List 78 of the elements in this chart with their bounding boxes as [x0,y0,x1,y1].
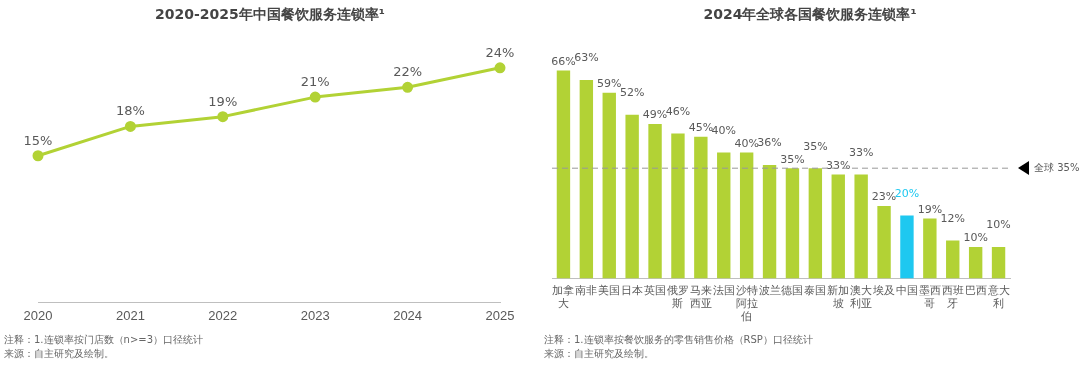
data-label: 10% [986,218,1011,232]
bar [831,174,845,279]
data-label: 19% [208,93,238,109]
x-tick-label: 法国 [712,284,735,297]
x-tick-label: 波兰 [758,284,781,297]
x-tick-label: 巴西 [964,284,987,297]
ref-line-label: 全球 35% [1034,161,1080,173]
x-tick-label: 泰国 [804,284,827,297]
bar [991,246,1006,279]
x-tick-label: 2021 [115,307,145,323]
x-tick-label: 俄罗斯 [666,284,689,310]
bar [579,80,594,279]
data-label: 49% [642,108,668,122]
bar [625,114,639,279]
data-label: 40% [711,123,736,137]
x-tick-label: 澳大利亚 [850,284,873,310]
x-tick-label: 墨西哥 [918,284,941,310]
point [124,120,136,132]
data-label: 10% [963,231,988,245]
x-tick-label: 2025 [485,307,515,323]
bar [739,152,754,279]
bar [877,205,891,279]
point [494,62,506,74]
bar [785,168,800,279]
point [402,81,414,93]
bar [808,168,823,279]
text: 注释：1.连锁率按餐饮服务的零售销售价格（RSP）口径统计 [544,334,813,345]
x-tick-label: 埃及 [872,284,896,297]
data-label: 22% [393,64,423,80]
x-tick-label: 马来西亚 [689,284,712,310]
bar [671,133,685,279]
source-note: 来源：自主研究及绘制。 [4,348,114,359]
data-label: 33% [848,145,874,159]
bar [923,218,937,279]
x-tick-label: 沙特阿拉伯 [735,284,758,323]
bar [556,70,571,279]
bar [762,165,777,279]
x-tick-label: 2022 [208,307,238,323]
data-label: 66% [551,54,576,68]
data-label: 63% [574,51,599,65]
data-label: 21% [300,73,330,89]
data-label: 33% [826,158,851,172]
x-tick-label: 西班牙 [941,284,964,310]
bar [968,246,983,279]
point [309,91,321,103]
data-label: 18% [115,103,145,119]
bar [648,124,662,279]
point [32,150,44,162]
text: 注释：1.连锁率按门店数（n>=3）口径统计 [4,334,203,345]
x-tick-label: 英国 [644,284,667,297]
x-tick-label: 新加坡 [827,284,850,310]
data-label: 15% [23,132,53,148]
bar [717,152,731,279]
x-tick-label: 中国 [895,284,918,297]
data-label: 23% [871,190,897,204]
chart-title: 2024年全球各国餐饮服务连锁率¹ [702,6,918,24]
bar [946,240,960,279]
bar [854,174,868,279]
x-tick-label: 2024 [393,307,423,323]
x-tick-label: 加拿大 [552,284,575,310]
x-tick-label: 德国 [781,284,804,297]
x-tick-label: 2020 [23,307,53,323]
bar [900,215,914,279]
x-tick-label: 日本 [621,284,644,297]
x-tick-label: 2023 [300,307,330,323]
x-tick-label: 南非 [575,284,598,297]
point [217,111,229,123]
bar [694,136,708,279]
data-label: 35% [780,152,805,166]
data-label: 36% [757,136,782,150]
data-label: 35% [803,139,828,153]
x-tick-label: 美国 [598,284,621,297]
data-label: 24% [485,44,515,60]
data-label: 40% [734,136,759,150]
source-note: 来源：自主研究及绘制。 [544,348,654,359]
x-tick-label: 意大利 [986,284,1010,310]
chart-title: 2020-2025年中国餐饮服务连锁率¹ [154,6,386,24]
bar [602,92,616,279]
